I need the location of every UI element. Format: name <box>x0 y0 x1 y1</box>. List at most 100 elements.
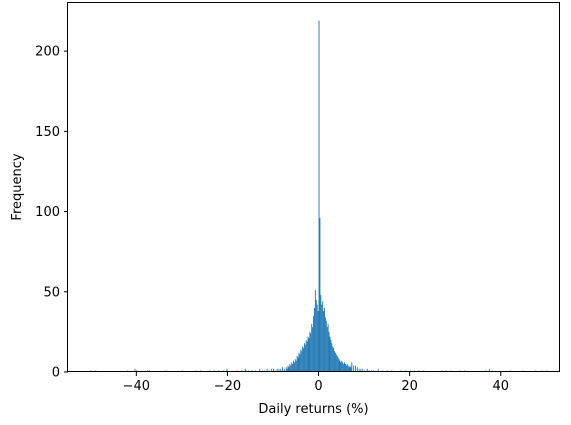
histogram-bar <box>288 367 290 372</box>
histogram-bar <box>356 367 358 372</box>
histogram-bar <box>488 368 490 372</box>
histogram-bar <box>348 367 350 372</box>
histogram-bar <box>323 311 325 372</box>
histogram-bar <box>293 360 294 372</box>
histogram-bar <box>341 360 343 372</box>
y-tick-label: 150 <box>35 125 60 140</box>
histogram-bar <box>276 368 278 372</box>
x-tick-label: 40 <box>493 379 510 394</box>
histogram-bar <box>290 365 292 372</box>
histogram-bar <box>333 347 335 372</box>
histogram-bar <box>286 368 288 372</box>
x-tick-label: 0 <box>314 379 322 394</box>
histogram-bar <box>366 368 368 372</box>
x-tick-label: 20 <box>401 379 418 394</box>
histogram-bar <box>307 336 309 372</box>
histogram-bar <box>377 368 379 372</box>
histogram-bar <box>302 346 304 372</box>
histogram-bar <box>334 351 335 372</box>
x-tick-label: −20 <box>214 379 241 394</box>
histogram-bar <box>271 368 273 372</box>
histogram-bar <box>287 365 289 372</box>
histogram-bar <box>303 343 305 372</box>
histogram-bar <box>358 368 360 372</box>
histogram-bar <box>299 354 301 372</box>
histogram-bar <box>282 367 284 372</box>
histogram-bar <box>273 368 274 372</box>
y-axis-ticks: 0 50 100 150 200 <box>35 45 68 381</box>
histogram-bar <box>331 343 333 372</box>
histogram-bar <box>327 323 329 372</box>
y-tick-label: 200 <box>35 45 60 60</box>
histogram-bar <box>324 307 325 372</box>
x-axis-label: Daily returns (%) <box>258 402 368 417</box>
histogram-bar <box>340 362 342 372</box>
plot-frame <box>67 2 560 372</box>
x-tick-label: −40 <box>123 379 150 394</box>
histogram-bar <box>293 362 295 372</box>
histogram-bar <box>298 352 300 372</box>
histogram-bar <box>330 339 332 372</box>
histogram-bar <box>315 299 317 372</box>
histogram-bar <box>278 368 280 372</box>
histogram-bar <box>338 359 340 372</box>
histogram-bar <box>319 217 321 372</box>
histogram-bar <box>342 362 344 372</box>
y-tick-label: 50 <box>43 285 60 300</box>
histogram-bar <box>355 365 356 372</box>
histogram-bar <box>322 301 324 372</box>
histogram-bar <box>134 368 136 372</box>
y-axis-label: Frequency <box>10 153 25 220</box>
histogram-bar <box>324 317 326 372</box>
histogram-bar <box>305 339 307 372</box>
histogram-bar <box>349 365 351 372</box>
histogram-bar <box>294 359 296 372</box>
histogram-bar <box>320 294 322 372</box>
histogram-bar <box>337 357 339 372</box>
histogram-bar <box>226 368 228 372</box>
histogram-bar <box>296 355 298 372</box>
histogram-bar <box>266 368 268 372</box>
histogram-bar <box>350 367 352 372</box>
histogram-bar <box>332 346 334 372</box>
histogram-bar <box>292 363 294 372</box>
histogram-bar <box>244 368 246 372</box>
histogram-bar <box>346 363 348 372</box>
histogram-bar <box>317 311 319 372</box>
histogram-bar <box>362 368 364 372</box>
histogram-bar <box>301 351 303 372</box>
histogram-bar <box>285 367 287 372</box>
histogram-bars <box>90 20 548 373</box>
histogram-bar <box>339 360 341 372</box>
histogram-bar <box>309 331 311 372</box>
histogram-bar <box>289 363 291 372</box>
histogram-bar <box>334 352 336 372</box>
histogram-bar <box>259 368 261 372</box>
histogram-bar <box>351 362 353 372</box>
x-axis-ticks: −40 −20 0 20 40 <box>123 372 509 394</box>
histogram-bar <box>344 363 346 372</box>
histogram-bar <box>345 365 347 372</box>
histogram-bar <box>343 363 345 372</box>
histogram-bar <box>336 355 338 372</box>
histogram-bar <box>313 315 314 372</box>
histogram-bar <box>312 327 314 372</box>
histogram-bar <box>335 354 337 372</box>
histogram-bar <box>311 323 313 372</box>
histogram-bar <box>304 344 306 372</box>
histogram-bar <box>344 362 345 372</box>
histogram-bar <box>329 336 331 372</box>
histogram-bar <box>326 327 328 372</box>
histogram-bar <box>314 290 316 372</box>
histogram-bar <box>308 338 310 372</box>
histogram-bar <box>347 365 349 372</box>
histogram-bar <box>314 307 315 372</box>
histogram-bar <box>325 320 327 372</box>
histogram-bar <box>316 304 318 372</box>
histogram-bar <box>300 349 302 372</box>
histogram-bar <box>318 20 320 373</box>
y-tick-label: 0 <box>52 366 60 381</box>
histogram-bar <box>353 365 355 372</box>
histogram-bar <box>328 331 330 372</box>
